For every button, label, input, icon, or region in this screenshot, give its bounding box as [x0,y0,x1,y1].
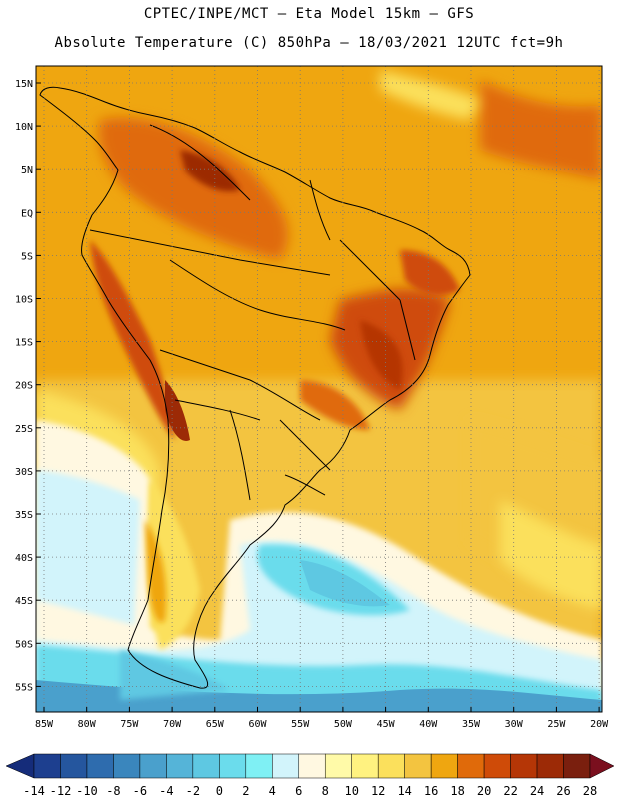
longitude-labels: 85W 80W 75W 70W 65W 60W 55W 50W 45W 40W 35W 30W 25W 2… [35,707,609,730]
colorbar-label: 4 [269,784,276,798]
colorbar: -14 -12 -10 -8 -6 -4 -2 0 2 4 6 8 10 12 14 16 18 20 22 24 26… [5,753,615,798]
colorbar-label: -10 [76,784,98,798]
lon-tick-label: 65W [206,719,225,730]
map-frame [35,65,603,713]
chart-subtitle: Absolute Temperature (C) 850hPa – 18/03/… [54,35,564,51]
colorbar-swatch [166,753,194,779]
colorbar-label: 8 [322,784,329,798]
colorbar-swatch [536,753,564,779]
colorbar-label: -8 [106,784,120,798]
colorbar-label: 24 [530,784,544,798]
lat-tick-label: 10S [15,295,33,306]
lat-tick-label: 50S [15,639,33,650]
colorbar-label: 26 [556,784,570,798]
lat-tick-label: 20S [15,381,33,392]
lon-tick-label: 80W [78,719,97,730]
lon-tick-label: 30W [505,719,524,730]
colorbar-swatch [404,753,432,779]
colorbar-label: 10 [344,784,358,798]
temperature-field [36,66,602,712]
lon-tick-label: 35W [462,719,481,730]
colorbar-label: 16 [424,784,438,798]
colorbar-swatch [139,753,167,779]
colorbar-under-triangle [5,753,35,779]
lon-tick-label: 60W [248,719,267,730]
colorbar-swatch [33,753,61,779]
colorbar-swatch [457,753,485,779]
colorbar-swatch [298,753,326,779]
lon-tick-label: 75W [120,719,139,730]
lat-tick-label: 30S [15,467,33,478]
lon-tick-label: 50W [334,719,353,730]
lat-tick-label: 25S [15,424,33,435]
colorbar-swatch [60,753,88,779]
colorbar-label: -14 [23,784,45,798]
colorbar-swatch [483,753,511,779]
colorbar-swatch [430,753,458,779]
lat-tick-label: EQ [21,208,33,219]
colorbar-swatch [192,753,220,779]
colorbar-label: 20 [477,784,491,798]
lon-tick-label: 45W [377,719,396,730]
lon-tick-label: 25W [547,719,566,730]
colorbar-label: -4 [159,784,173,798]
lat-tick-label: 40S [15,553,33,564]
lon-tick-label: 20W [590,719,609,730]
chart-title: CPTEC/INPE/MCT – Eta Model 15km – GFS [143,6,475,22]
coastline [39,86,471,689]
colorbar-swatch [324,753,352,779]
colorbar-label: 0 [216,784,223,798]
colorbar-label: 6 [295,784,302,798]
lat-tick-label: 5S [21,251,33,262]
latitude-labels: 15N 10N 5N EQ 5S 10S 15S 20S 25S 30S 35S 40S 45S 50S 5… [15,79,41,693]
lon-tick-label: 70W [163,719,182,730]
lon-tick-label: 55W [291,719,310,730]
colorbar-label: 14 [397,784,411,798]
colorbar-label: -2 [186,784,200,798]
lon-tick-label: 40W [419,719,438,730]
colorbar-swatch [272,753,300,779]
lat-tick-label: 5N [21,165,33,176]
colorbar-label: -6 [133,784,147,798]
colorbar-label: 28 [583,784,597,798]
lat-tick-label: 35S [15,510,33,521]
colorbar-swatch [219,753,247,779]
lat-tick-label: 15S [15,338,33,349]
lat-tick-label: 10N [15,122,33,133]
colorbar-swatch [351,753,379,779]
colorbar-swatch [510,753,538,779]
colorbar-swatch [86,753,114,779]
colorbar-over-triangle [589,753,615,779]
colorbar-swatch [377,753,405,779]
lat-tick-label: 15N [15,79,33,90]
colorbar-swatch [245,753,273,779]
colorbar-label: 12 [371,784,385,798]
colorbar-swatch [113,753,141,779]
lat-tick-label: 45S [15,596,33,607]
lon-tick-label: 85W [35,719,54,730]
lat-tick-label: 55S [15,682,33,693]
colorbar-label: 22 [503,784,517,798]
colorbar-label: -12 [50,784,72,798]
colorbar-label: 18 [450,784,464,798]
colorbar-label: 2 [242,784,249,798]
colorbar-swatch [563,753,591,779]
